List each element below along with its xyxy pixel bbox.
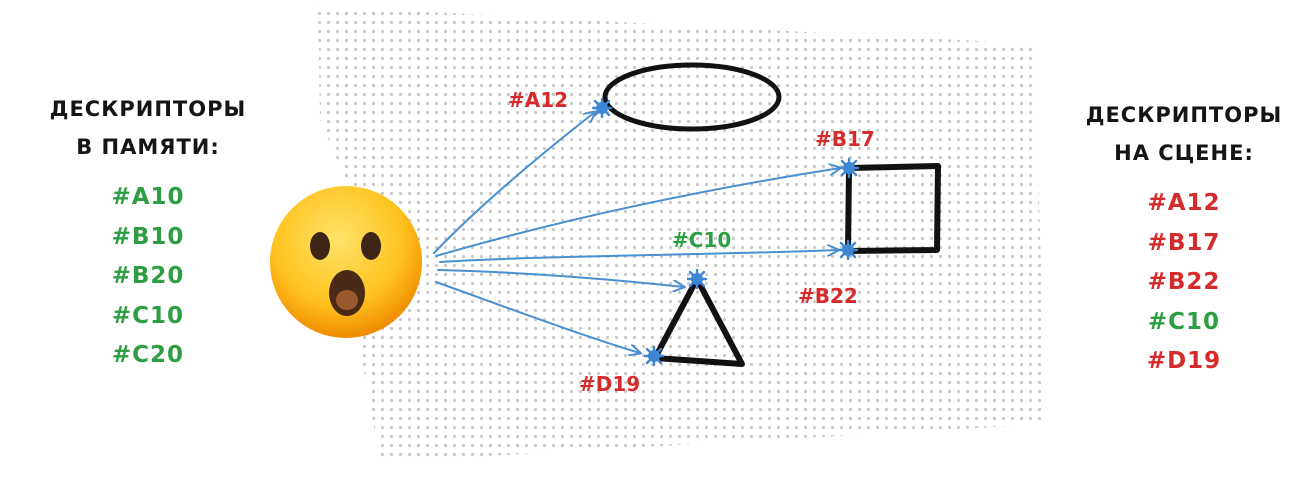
memory-descriptor-item: #C20 (111, 342, 185, 368)
label-square-top: #B17 (815, 127, 875, 151)
memory-title-line2: В ПАМЯТИ: (76, 135, 220, 159)
memory-descriptor-list: #A10 #B10 #B20 #C10 #C20 (28, 178, 268, 376)
scene-descriptor-item: #A12 (1147, 190, 1221, 216)
arrow-to-ellipse (433, 112, 595, 254)
scene-title-line1: ДЕСКРИПТОРЫ (1085, 103, 1283, 127)
label-ellipse: #A12 (508, 88, 568, 112)
scene-descriptor-item: #B22 (1147, 269, 1221, 295)
anchor-star-icon (643, 345, 665, 367)
label-triangle-top: #C10 (672, 228, 731, 252)
arrow-to-triangle-top (437, 269, 684, 287)
scene-descriptor-item: #C10 (1147, 308, 1221, 335)
label-square-bottom: #B22 (798, 284, 858, 308)
dotted-scene-background (318, 6, 1046, 462)
scene-descriptor-list: #A12 #B17 #B22 #C10 #D19 (1068, 184, 1300, 382)
square-shape (845, 163, 941, 254)
memory-descriptor-item: #C10 (111, 302, 185, 329)
arrow-to-square-bottom (439, 250, 838, 263)
scene-descriptor-item: #D19 (1146, 348, 1222, 374)
ellipse-shape (602, 62, 782, 132)
anchor-star-icon (837, 239, 859, 261)
arrow-to-square-top (435, 168, 840, 257)
arrow-to-triangle-bottom (435, 281, 640, 353)
astonished-face-icon (270, 186, 422, 338)
memory-descriptor-item: #B20 (111, 263, 185, 289)
anchor-star-icon (838, 157, 860, 179)
memory-descriptors-panel: ДЕСКРИПТОРЫ В ПАМЯТИ: #A10 #B10 #B20 #C1… (28, 90, 268, 376)
scene-title-line2: НА СЦЕНЕ: (1114, 141, 1254, 165)
anchor-star-icon (591, 97, 613, 119)
memory-title-line1: ДЕСКРИПТОРЫ (49, 97, 247, 121)
scene-descriptors-panel: ДЕСКРИПТОРЫ НА СЦЕНЕ: #A12 #B17 #B22 #C1… (1068, 96, 1300, 382)
anchor-star-icon (686, 268, 708, 290)
scene-descriptor-item: #B17 (1147, 229, 1221, 256)
label-triangle-bottom: #D19 (579, 372, 640, 396)
memory-descriptor-item: #A10 (111, 184, 185, 210)
memory-descriptor-item: #B10 (111, 223, 185, 250)
triangle-shape (652, 276, 745, 367)
reference-arrows (433, 112, 840, 353)
